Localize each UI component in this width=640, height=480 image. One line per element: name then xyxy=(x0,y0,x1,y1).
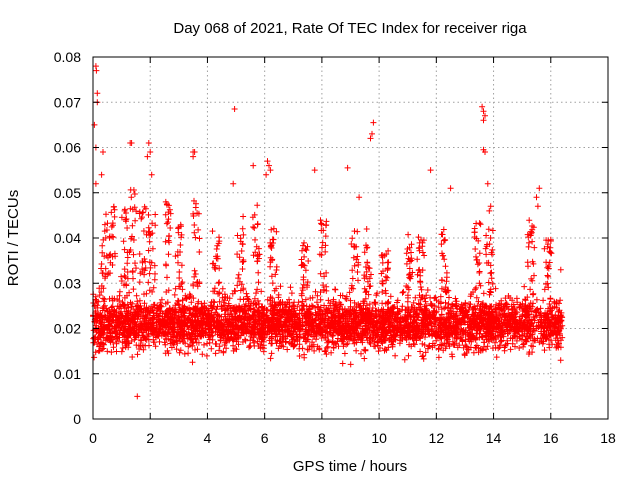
x-tick-label: 14 xyxy=(486,430,502,446)
y-tick-label: 0.03 xyxy=(54,275,81,291)
y-tick-label: 0.07 xyxy=(54,94,81,110)
x-tick-label: 2 xyxy=(146,430,154,446)
roti-data-markers xyxy=(90,63,566,400)
y-tick-label: 0.08 xyxy=(54,49,81,65)
axis-ticks xyxy=(92,56,609,420)
x-axis-label: GPS time / hours xyxy=(293,458,407,475)
x-tick-label: 6 xyxy=(261,430,269,446)
x-tick-label: 10 xyxy=(371,430,387,446)
x-tick-label: 18 xyxy=(600,430,616,446)
y-tick-label: 0 xyxy=(73,411,81,427)
y-tick-label: 0.01 xyxy=(54,366,81,382)
x-tick-label: 8 xyxy=(318,430,326,446)
x-tick-label: 0 xyxy=(89,430,97,446)
y-tick-label: 0.05 xyxy=(54,185,81,201)
x-tick-labels: 0 2 4 6 8 10 12 14 16 18 xyxy=(89,430,616,446)
y-tick-label: 0.06 xyxy=(54,140,81,156)
y-tick-label: 0.04 xyxy=(54,230,81,246)
x-tick-label: 4 xyxy=(204,430,212,446)
x-tick-label: 16 xyxy=(543,430,559,446)
y-tick-label: 0.02 xyxy=(54,321,81,337)
y-axis-label: ROTI / TECUs xyxy=(5,190,22,286)
y-tick-labels: 0 0.01 0.02 0.03 0.04 0.05 0.06 0.07 0.08 xyxy=(54,49,81,427)
chart-title: Day 068 of 2021, Rate Of TEC Index for r… xyxy=(173,20,527,37)
x-tick-label: 12 xyxy=(429,430,445,446)
data-points xyxy=(90,63,566,400)
